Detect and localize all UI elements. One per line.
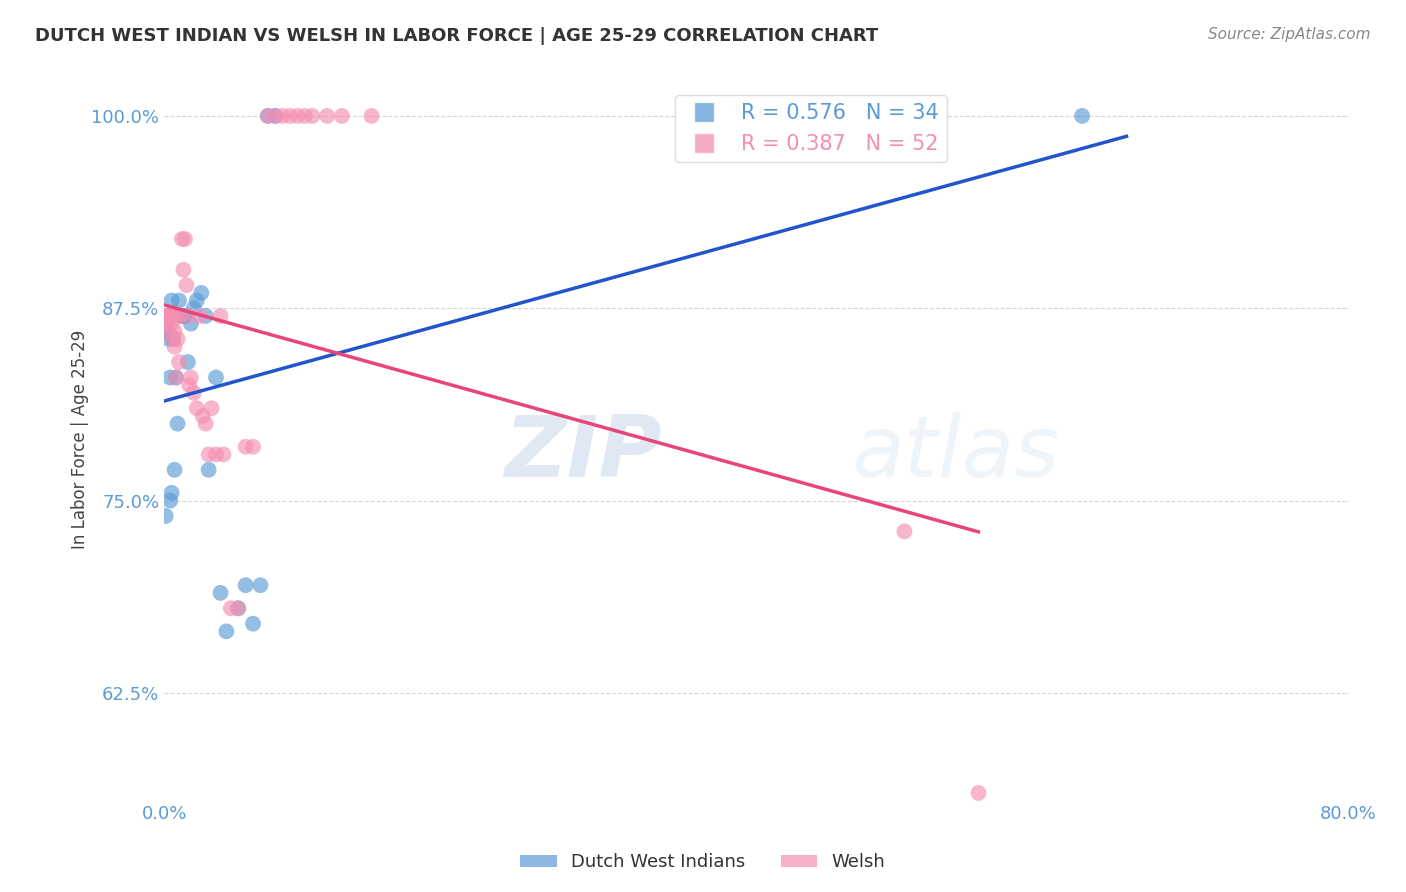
Point [166, 332, 188, 346]
Text: DUTCH WEST INDIAN VS WELSH IN LABOR FORCE | AGE 25-29 CORRELATION CHART: DUTCH WEST INDIAN VS WELSH IN LABOR FORC… [35, 27, 879, 45]
Point [169, 309, 191, 323]
Point [249, 578, 271, 592]
Point [200, 401, 222, 416]
Point [159, 309, 181, 323]
Point [177, 355, 200, 369]
Y-axis label: In Labor Force | Age 25-29: In Labor Force | Age 25-29 [72, 329, 89, 549]
Point [162, 332, 184, 346]
Point [156, 309, 179, 323]
Point [166, 417, 188, 431]
Point [159, 493, 181, 508]
Point [301, 109, 323, 123]
Point [194, 309, 217, 323]
Point [197, 447, 219, 461]
Point [235, 578, 257, 592]
Point [226, 601, 249, 615]
Point [287, 109, 309, 123]
Point [156, 309, 179, 323]
Point [156, 324, 179, 338]
Point [157, 324, 180, 338]
Point [163, 340, 186, 354]
Point [162, 309, 184, 323]
Point [264, 109, 287, 123]
Point [215, 624, 238, 639]
Text: ZIP: ZIP [503, 412, 662, 495]
Point [165, 370, 187, 384]
Text: atlas: atlas [851, 412, 1059, 495]
Point [257, 109, 280, 123]
Point [242, 616, 264, 631]
Point [194, 417, 217, 431]
Point [257, 109, 280, 123]
Point [205, 370, 228, 384]
Point [177, 309, 200, 323]
Legend: R = 0.576   N = 34, R = 0.387   N = 52: R = 0.576 N = 34, R = 0.387 N = 52 [675, 95, 948, 162]
Point [294, 109, 316, 123]
Point [169, 309, 191, 323]
Point [165, 309, 187, 323]
Point [226, 601, 249, 615]
Point [235, 440, 257, 454]
Point [188, 309, 211, 323]
Point [159, 309, 181, 323]
Point [180, 317, 202, 331]
Point [186, 401, 208, 416]
Point [156, 309, 179, 323]
Point [162, 309, 184, 323]
Point [167, 293, 190, 308]
Point [360, 109, 382, 123]
Point [179, 378, 201, 392]
Point [893, 524, 915, 539]
Point [219, 601, 242, 615]
Point [264, 109, 287, 123]
Point [163, 463, 186, 477]
Point [170, 232, 193, 246]
Point [172, 309, 194, 323]
Point [167, 355, 190, 369]
Point [197, 463, 219, 477]
Point [242, 440, 264, 454]
Point [162, 332, 184, 346]
Point [172, 262, 194, 277]
Point [205, 447, 228, 461]
Point [180, 370, 202, 384]
Point [183, 385, 205, 400]
Point [157, 332, 180, 346]
Point [163, 324, 186, 338]
Point [176, 278, 198, 293]
Point [212, 447, 235, 461]
Point [174, 232, 197, 246]
Point [316, 109, 339, 123]
Point [160, 486, 183, 500]
Point [967, 786, 990, 800]
Point [209, 309, 232, 323]
Point [155, 317, 177, 331]
Point [278, 109, 301, 123]
Point [159, 370, 181, 384]
Point [209, 586, 232, 600]
Point [157, 309, 180, 323]
Text: Source: ZipAtlas.com: Source: ZipAtlas.com [1208, 27, 1371, 42]
Point [190, 285, 212, 300]
Point [160, 309, 183, 323]
Point [174, 309, 197, 323]
Point [155, 309, 177, 323]
Point [1071, 109, 1094, 123]
Point [271, 109, 294, 123]
Point [330, 109, 353, 123]
Point [191, 409, 214, 423]
Point [186, 293, 208, 308]
Legend: Dutch West Indians, Welsh: Dutch West Indians, Welsh [513, 847, 893, 879]
Point [183, 301, 205, 316]
Point [165, 370, 187, 384]
Point [160, 293, 183, 308]
Point [160, 317, 183, 331]
Point [155, 508, 177, 523]
